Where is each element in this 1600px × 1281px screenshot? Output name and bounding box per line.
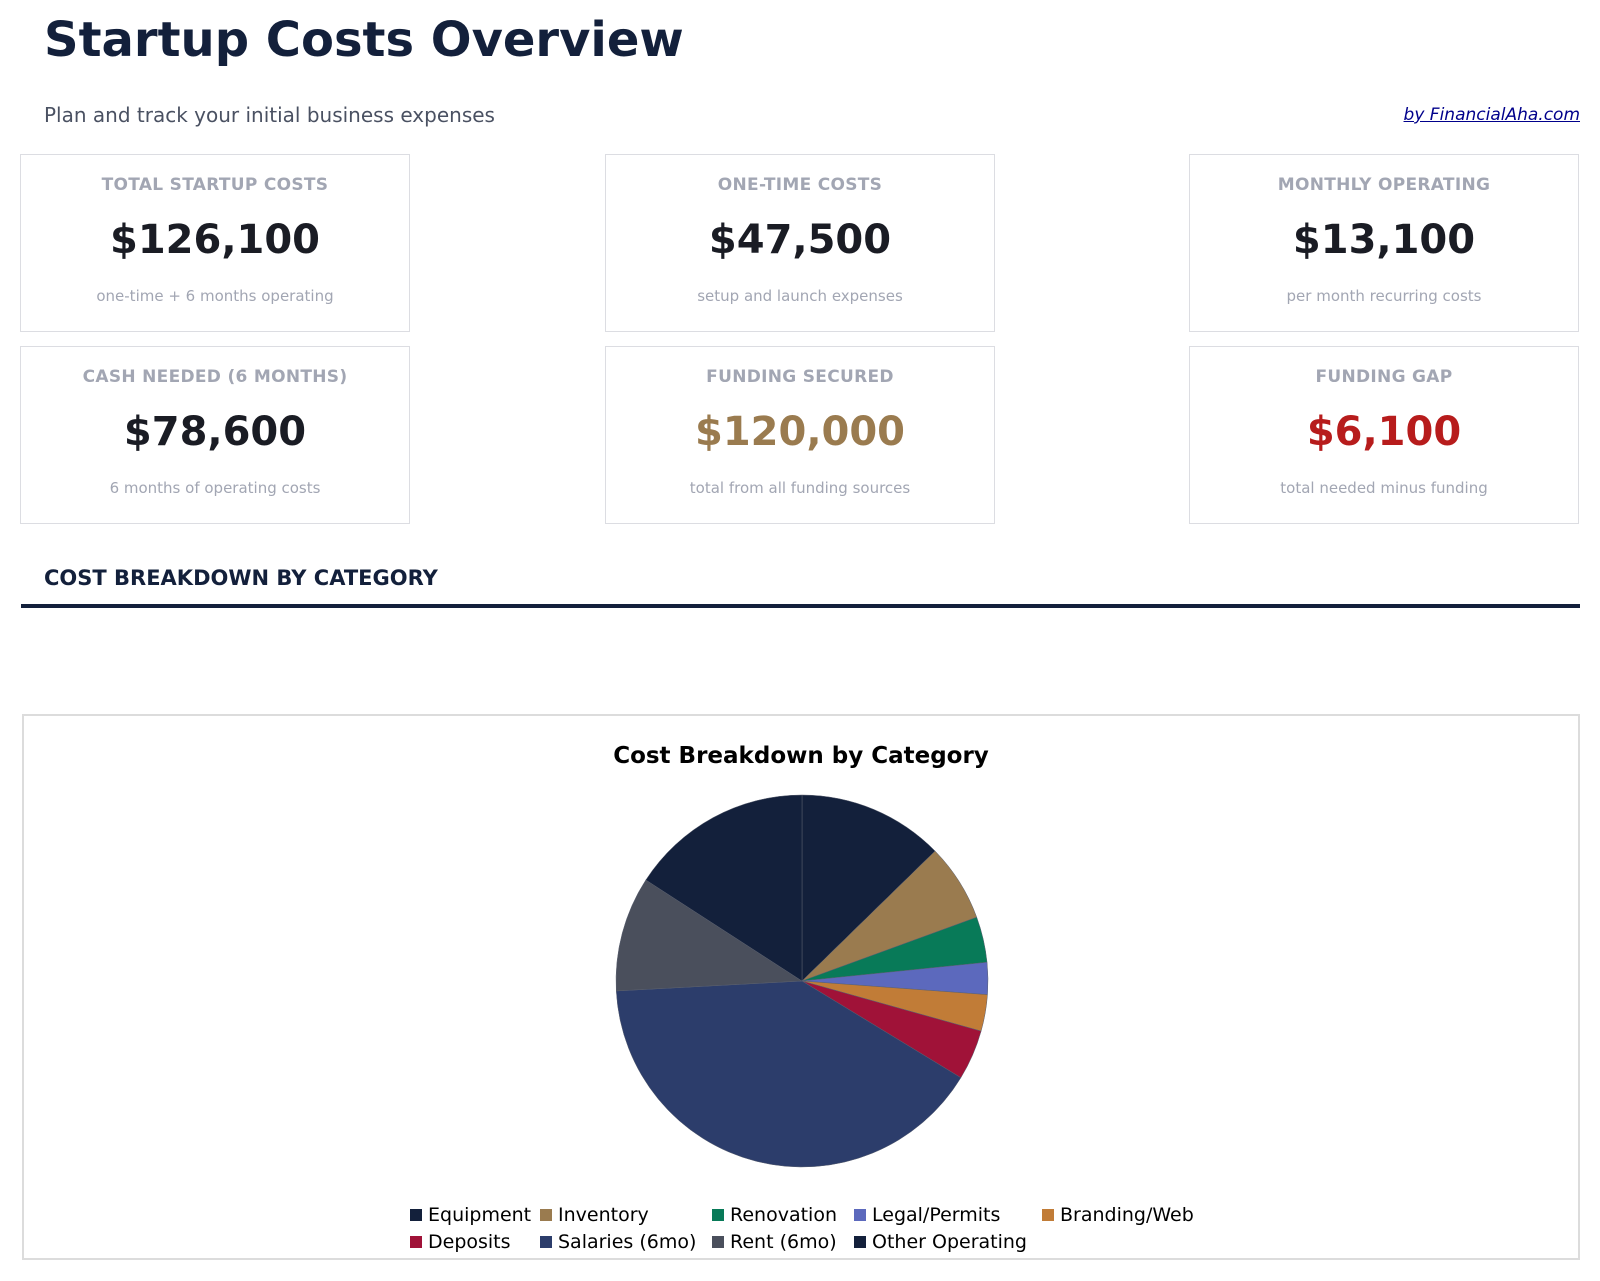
legend-item: Equipment bbox=[410, 1204, 531, 1226]
pie-slice-rent-6mo- bbox=[615, 879, 803, 992]
stat-note: total from all funding sources bbox=[689, 479, 911, 497]
stat-note: per month recurring costs bbox=[1286, 287, 1482, 305]
stat-card: CASH NEEDED (6 MONTHS) $78,600 6 months … bbox=[20, 346, 410, 524]
pie-chart: Cost Breakdown by Category Equipment Inve… bbox=[22, 714, 1580, 1260]
legend-item: Salaries (6mo) bbox=[540, 1231, 696, 1253]
stat-label: CASH NEEDED (6 MONTHS) bbox=[82, 367, 348, 387]
stat-value: $78,600 bbox=[123, 409, 307, 455]
pie-slice-equipment bbox=[801, 794, 936, 982]
stat-card: ONE-TIME COSTS $47,500 setup and launch … bbox=[605, 154, 995, 332]
section-divider bbox=[21, 604, 1580, 608]
stat-note: total needed minus funding bbox=[1280, 479, 1488, 497]
stat-note: 6 months of operating costs bbox=[109, 479, 321, 497]
legend-swatch bbox=[540, 1209, 552, 1221]
legend-item: Branding/Web bbox=[1042, 1204, 1194, 1226]
legend-item: Deposits bbox=[410, 1231, 511, 1253]
legend-label: Legal/Permits bbox=[872, 1204, 1001, 1226]
stat-label: FUNDING GAP bbox=[1315, 367, 1453, 387]
stat-value: $120,000 bbox=[694, 409, 906, 455]
legend-swatch bbox=[712, 1209, 724, 1221]
stat-note: setup and launch expenses bbox=[697, 287, 903, 305]
legend-swatch bbox=[410, 1209, 422, 1221]
legend-label: Salaries (6mo) bbox=[558, 1231, 697, 1253]
stat-card: FUNDING SECURED $120,000 total from all … bbox=[605, 346, 995, 524]
legend-item: Inventory bbox=[540, 1204, 649, 1226]
legend-item: Legal/Permits bbox=[854, 1204, 1000, 1226]
page-title: Startup Costs Overview bbox=[44, 12, 684, 68]
legend-swatch bbox=[540, 1236, 552, 1248]
stat-card: FUNDING GAP $6,100 total needed minus fu… bbox=[1189, 346, 1579, 524]
stat-label: MONTHLY OPERATING bbox=[1277, 175, 1491, 195]
stat-card: MONTHLY OPERATING $13,100 per month recu… bbox=[1189, 154, 1579, 332]
chart-title: Cost Breakdown by Category bbox=[613, 743, 989, 769]
legend-swatch bbox=[712, 1236, 724, 1248]
legend-label: Other Operating bbox=[872, 1231, 1027, 1253]
pie-slice-other-operating bbox=[645, 794, 803, 982]
stat-note: one-time + 6 months operating bbox=[96, 287, 334, 305]
stat-value: $6,100 bbox=[1306, 409, 1462, 455]
legend-label: Renovation bbox=[730, 1204, 837, 1226]
legend-label: Rent (6mo) bbox=[730, 1231, 837, 1253]
legend-swatch bbox=[1042, 1209, 1054, 1221]
legend-label: Branding/Web bbox=[1060, 1204, 1194, 1226]
legend-item: Renovation bbox=[712, 1204, 837, 1226]
stat-value: $126,100 bbox=[109, 217, 321, 263]
section-title: COST BREAKDOWN BY CATEGORY bbox=[44, 566, 438, 590]
stat-label: FUNDING SECURED bbox=[706, 367, 894, 387]
credit-link[interactable]: by FinancialAha.com bbox=[1403, 105, 1580, 125]
legend-label: Inventory bbox=[558, 1204, 649, 1226]
stat-value: $47,500 bbox=[708, 217, 892, 263]
stat-label: TOTAL STARTUP COSTS bbox=[101, 175, 329, 195]
stat-label: ONE-TIME COSTS bbox=[717, 175, 883, 195]
legend-label: Equipment bbox=[428, 1204, 532, 1226]
legend-item: Rent (6mo) bbox=[712, 1231, 837, 1253]
stat-card: TOTAL STARTUP COSTS $126,100 one-time + … bbox=[20, 154, 410, 332]
pie-svg bbox=[615, 794, 989, 1168]
pie-slice-salaries-6mo- bbox=[616, 980, 962, 1168]
legend-swatch bbox=[854, 1236, 866, 1248]
legend-swatch bbox=[854, 1209, 866, 1221]
stat-value: $13,100 bbox=[1292, 217, 1476, 263]
legend-label: Deposits bbox=[428, 1231, 511, 1253]
legend-item: Other Operating bbox=[854, 1231, 1027, 1253]
legend-swatch bbox=[410, 1236, 422, 1248]
page-subtitle: Plan and track your initial business exp… bbox=[44, 103, 495, 127]
